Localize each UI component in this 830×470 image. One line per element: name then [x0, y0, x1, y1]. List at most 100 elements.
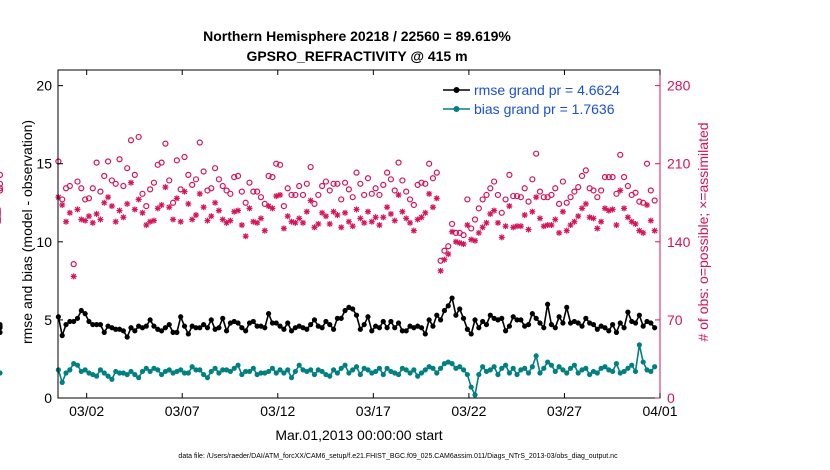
bias-point — [491, 364, 497, 370]
possible-obs-point — [372, 185, 379, 192]
possible-obs-point — [376, 191, 383, 199]
assimilated-obs-point — [105, 194, 112, 201]
x-tick-label: 03/22 — [451, 403, 486, 419]
rmse-point — [235, 320, 241, 326]
bias-point — [116, 370, 123, 376]
rmse-point — [441, 307, 448, 314]
bias-point — [556, 364, 562, 370]
rmse-point — [330, 326, 337, 332]
rmse-point — [380, 318, 386, 325]
rmse-point — [430, 323, 436, 329]
rmse-point — [124, 334, 130, 340]
chart-title: Northern Hemisphere 20218 / 22560 = 89.6… — [203, 28, 511, 44]
assimilated-obs-point — [445, 251, 452, 258]
assimilated-obs-point — [277, 191, 284, 198]
possible-obs-point — [0, 185, 4, 192]
rmse-point — [353, 312, 360, 318]
rmse-point — [147, 317, 153, 323]
bias-point — [560, 367, 566, 373]
rmse-point — [480, 318, 486, 325]
possible-obs-point — [223, 187, 230, 194]
bias-point — [246, 368, 253, 375]
possible-obs-point — [250, 188, 257, 195]
rmse-point — [392, 325, 398, 331]
assimilated-obs-point — [63, 218, 70, 225]
bias-point — [430, 365, 436, 371]
assimilated-obs-point — [261, 227, 268, 234]
possible-obs-point — [345, 186, 352, 193]
assimilated-obs-point — [624, 214, 631, 221]
possible-obs-point — [640, 199, 647, 206]
possible-obs-point — [483, 191, 490, 199]
possible-obs-point — [620, 174, 628, 181]
possible-obs-point — [364, 175, 372, 182]
possible-obs-point — [368, 190, 375, 197]
bias-point — [648, 368, 654, 375]
x-axis-label: Mar.01,2013 00:00:00 start — [275, 427, 442, 443]
rmse-point — [510, 314, 516, 320]
assimilated-obs-point — [491, 207, 498, 214]
bias-point — [564, 370, 570, 376]
rmse-point — [453, 312, 459, 318]
possible-obs-point — [112, 180, 119, 187]
bias-point — [652, 364, 658, 370]
assimilated-obs-point — [135, 196, 142, 203]
rmse-point — [101, 329, 107, 335]
assimilated-obs-point — [395, 191, 402, 198]
possible-obs-point — [59, 196, 66, 203]
rmse-point — [369, 328, 375, 334]
assimilated-obs-point — [364, 208, 371, 215]
assimilated-obs-point — [59, 201, 66, 208]
rmse-point — [606, 328, 612, 334]
possible-obs-point — [594, 194, 601, 201]
possible-obs-point — [598, 187, 605, 194]
assimilated-obs-point — [85, 213, 92, 220]
assimilated-obs-point — [70, 273, 77, 280]
possible-obs-point — [238, 188, 245, 195]
bias-point — [308, 367, 314, 373]
bias-point — [193, 367, 199, 373]
y2-tick-label: 70 — [667, 312, 683, 328]
bias-point — [94, 373, 100, 379]
possible-obs-point — [185, 171, 192, 178]
assimilated-obs-point — [235, 207, 242, 214]
possible-obs-point — [387, 176, 395, 183]
bias-point — [147, 368, 153, 375]
rmse-point — [487, 312, 493, 318]
rmse-point — [338, 315, 344, 321]
possible-obs-point — [330, 180, 337, 187]
possible-obs-point — [116, 156, 123, 163]
assimilated-obs-point — [204, 217, 211, 224]
rmse-point — [216, 325, 222, 331]
possible-obs-point — [498, 209, 505, 216]
y-tick-label: 0 — [44, 390, 52, 406]
possible-obs-point — [74, 178, 81, 185]
possible-obs-point — [513, 192, 521, 200]
assimilated-obs-point — [112, 218, 119, 225]
bias-point — [422, 367, 428, 373]
assimilated-obs-point — [414, 216, 421, 223]
bias-point — [495, 371, 501, 378]
data-file-footer: data file: /Users/raeder/DAI/ATM_forcXX/… — [178, 453, 618, 460]
bias-point — [269, 365, 276, 371]
possible-obs-point — [445, 243, 452, 250]
assimilated-obs-point — [475, 229, 482, 236]
bias-point — [97, 367, 104, 373]
assimilated-obs-point — [93, 210, 100, 217]
assimilated-obs-point — [387, 210, 394, 217]
rmse-point — [613, 329, 620, 335]
bias-point — [109, 376, 115, 382]
obs-count-layer — [0, 133, 658, 280]
rmse-point — [560, 320, 566, 326]
rmse-point — [472, 317, 478, 323]
assimilated-obs-point — [257, 215, 264, 222]
possible-obs-point — [571, 188, 578, 195]
rmse-point — [162, 325, 169, 331]
possible-obs-point — [353, 169, 360, 176]
assimilated-obs-point — [131, 206, 138, 213]
bias-point — [292, 368, 298, 375]
x-tick-label: 03/12 — [260, 403, 295, 419]
bias-point — [625, 365, 631, 371]
bias-point — [438, 365, 444, 371]
rmse-point — [327, 321, 333, 328]
